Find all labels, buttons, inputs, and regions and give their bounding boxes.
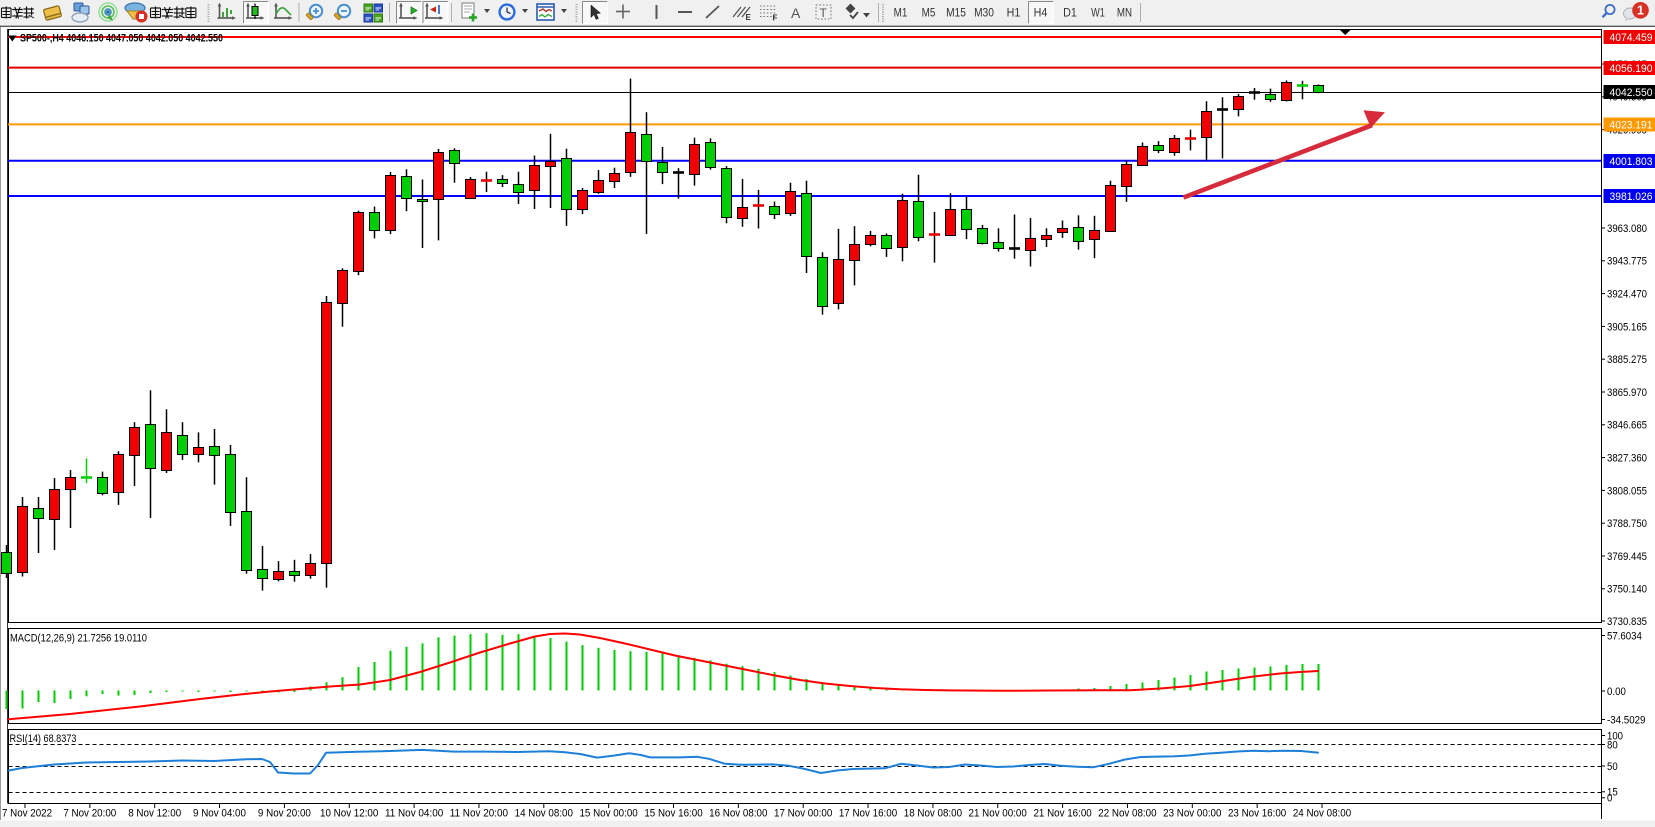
svg-text:3769.445: 3769.445 [1607,551,1647,563]
svg-text:M5: M5 [922,8,936,20]
svg-text:3885.275: 3885.275 [1607,354,1647,366]
svg-text:3905.165: 3905.165 [1607,321,1647,333]
svg-text:17 Nov 00:00: 17 Nov 00:00 [774,808,832,820]
svg-text:100: 100 [1607,730,1623,742]
svg-text:M30: M30 [974,8,994,20]
svg-text:15 Nov 16:00: 15 Nov 16:00 [644,808,702,820]
svg-text:4056.190: 4056.190 [1610,63,1653,75]
svg-text:3865.970: 3865.970 [1607,387,1647,399]
svg-text:H4: H4 [1034,8,1048,20]
svg-text:50: 50 [1607,761,1618,773]
svg-text:21 Nov 00:00: 21 Nov 00:00 [969,808,1027,820]
svg-text:22 Nov 08:00: 22 Nov 08:00 [1098,808,1156,820]
svg-text:M15: M15 [946,8,966,20]
svg-text:15 Nov 00:00: 15 Nov 00:00 [579,808,637,820]
svg-text:21 Nov 16:00: 21 Nov 16:00 [1033,808,1091,820]
svg-text:23 Nov 00:00: 23 Nov 00:00 [1163,808,1221,820]
svg-text:15: 15 [1607,787,1618,799]
svg-text:17 Nov 16:00: 17 Nov 16:00 [839,808,897,820]
svg-text:1: 1 [1637,4,1644,18]
svg-text:-34.5029: -34.5029 [1607,714,1645,726]
svg-text:57.6034: 57.6034 [1607,630,1642,642]
svg-text:A: A [791,5,801,21]
svg-text:9 Nov 04:00: 9 Nov 04:00 [193,808,246,820]
svg-text:RSI(14) 68.8373: RSI(14) 68.8373 [10,733,77,745]
svg-text:16 Nov 08:00: 16 Nov 08:00 [709,808,767,820]
svg-text:0: 0 [1607,793,1612,805]
svg-text:9 Nov 20:00: 9 Nov 20:00 [258,808,311,820]
svg-text:H1: H1 [1007,8,1021,20]
svg-text:3924.470: 3924.470 [1607,289,1647,301]
svg-text:E: E [746,13,752,22]
svg-text:MACD(12,26,9) 21.7256 19.0110: MACD(12,26,9) 21.7256 19.0110 [10,633,147,645]
svg-text:3750.140: 3750.140 [1607,584,1647,596]
svg-text:D1: D1 [1063,8,1077,20]
svg-text:11 Nov 20:00: 11 Nov 20:00 [450,808,508,820]
svg-text:M1: M1 [894,8,908,20]
svg-text:23 Nov 16:00: 23 Nov 16:00 [1228,808,1286,820]
svg-text:4001.803: 4001.803 [1610,156,1653,168]
svg-text:0.00: 0.00 [1607,686,1626,698]
svg-text:10 Nov 12:00: 10 Nov 12:00 [320,808,378,820]
svg-text:3808.055: 3808.055 [1607,485,1647,497]
svg-text:4023.191: 4023.191 [1610,119,1653,131]
svg-text:3943.775: 3943.775 [1607,256,1647,268]
svg-text:F: F [773,14,778,23]
svg-text:8 Nov 12:00: 8 Nov 12:00 [128,808,181,820]
svg-text:14 Nov 08:00: 14 Nov 08:00 [515,808,573,820]
svg-text:SP500-,H4 4046.150 4047.050 4: SP500-,H4 4046.150 4047.050 4042.050 404… [20,32,223,44]
svg-text:3788.750: 3788.750 [1607,518,1647,530]
svg-text:3981.026: 3981.026 [1610,191,1653,203]
svg-text:24 Nov 08:00: 24 Nov 08:00 [1293,808,1351,820]
svg-text:18 Nov 08:00: 18 Nov 08:00 [904,808,962,820]
svg-text:3827.360: 3827.360 [1607,453,1647,465]
svg-text:T: T [820,6,828,20]
svg-text:W1: W1 [1091,8,1105,20]
svg-text:3963.080: 3963.080 [1607,223,1647,235]
svg-text:4042.550: 4042.550 [1610,87,1653,99]
svg-text:80: 80 [1607,739,1618,751]
svg-text:3730.835: 3730.835 [1607,616,1647,628]
svg-text:4074.459: 4074.459 [1610,32,1653,44]
svg-text:11 Nov 04:00: 11 Nov 04:00 [385,808,443,820]
svg-text:7 Nov 20:00: 7 Nov 20:00 [63,808,116,820]
svg-text:3846.665: 3846.665 [1607,420,1647,432]
svg-text:MN: MN [1117,8,1132,20]
svg-text:7 Nov 2022: 7 Nov 2022 [2,808,52,820]
